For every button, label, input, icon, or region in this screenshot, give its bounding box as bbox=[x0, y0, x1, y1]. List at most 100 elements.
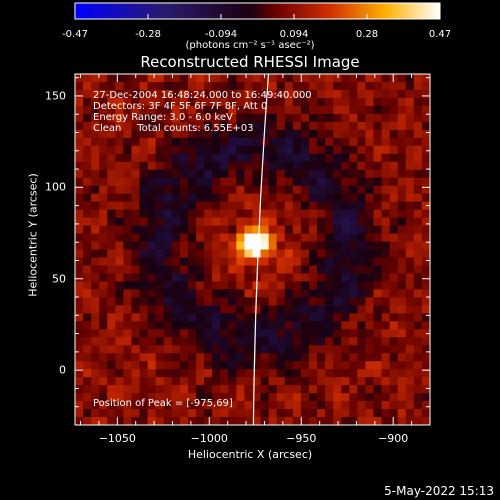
heatmap-cell bbox=[187, 249, 197, 259]
heatmap-cell bbox=[196, 345, 205, 354]
heatmap-cell bbox=[187, 329, 197, 338]
heatmap-cell bbox=[341, 409, 350, 418]
heatmap-cell bbox=[308, 377, 318, 386]
heatmap-cell bbox=[179, 89, 189, 99]
heatmap-cell bbox=[155, 145, 165, 155]
heatmap-cell bbox=[292, 257, 302, 267]
heatmap-cell bbox=[365, 401, 375, 410]
heatmap-cell bbox=[252, 185, 262, 195]
heatmap-cell bbox=[284, 273, 294, 283]
heatmap-cell bbox=[421, 217, 430, 227]
colorbar-tick-label: -0.28 bbox=[135, 29, 161, 40]
heatmap-cell bbox=[268, 297, 278, 306]
colorbar-frame bbox=[74, 2, 441, 20]
heatmap-cell bbox=[317, 161, 326, 171]
heatmap-cell bbox=[236, 137, 246, 147]
heatmap-cell bbox=[83, 97, 92, 107]
heatmap-cell bbox=[220, 201, 229, 211]
heatmap-cell bbox=[155, 353, 165, 362]
heatmap-cell bbox=[365, 249, 375, 259]
heatmap-cell bbox=[325, 345, 334, 354]
heatmap-cell bbox=[341, 153, 350, 163]
heatmap-cell bbox=[373, 201, 383, 211]
heatmap-cell bbox=[220, 241, 229, 251]
heatmap-cell bbox=[268, 233, 278, 243]
heatmap-cell bbox=[268, 177, 278, 187]
heatmap-cell bbox=[284, 185, 294, 195]
heatmap-cell bbox=[341, 265, 350, 275]
heatmap-cell bbox=[333, 353, 342, 362]
heatmap-cell bbox=[212, 305, 221, 314]
heatmap-cell bbox=[99, 105, 108, 115]
heatmap-cell bbox=[252, 321, 262, 330]
heatmap-cell bbox=[349, 273, 358, 283]
heatmap-cell bbox=[155, 105, 165, 115]
heatmap-cell bbox=[357, 289, 367, 298]
heatmap-cell bbox=[204, 233, 213, 243]
heatmap-cell bbox=[139, 321, 149, 330]
heatmap-cell bbox=[236, 161, 246, 171]
heatmap-cell bbox=[220, 409, 229, 418]
heatmap-cell bbox=[357, 201, 367, 211]
heatmap-cell bbox=[123, 417, 133, 425]
heatmap-cell bbox=[349, 225, 358, 235]
heatmap-cell bbox=[381, 209, 391, 219]
heatmap-cell bbox=[163, 393, 173, 402]
heatmap-cell bbox=[389, 297, 399, 306]
heatmap-cell bbox=[276, 297, 286, 306]
heatmap-cell bbox=[75, 281, 84, 290]
heatmap-cell bbox=[91, 129, 100, 139]
heatmap-cell bbox=[389, 81, 399, 91]
heatmap-cell bbox=[421, 401, 430, 410]
heatmap-cell bbox=[413, 89, 423, 99]
heatmap-cell bbox=[163, 161, 173, 171]
heatmap-cell bbox=[349, 353, 358, 362]
x-axis-label: Heliocentric X (arcsec) bbox=[187, 448, 313, 461]
heatmap-cell bbox=[317, 313, 326, 322]
heatmap-cell bbox=[357, 417, 367, 425]
heatmap-cell bbox=[300, 81, 310, 91]
heatmap-cell bbox=[397, 409, 407, 418]
heatmap-cell bbox=[212, 121, 221, 131]
heatmap-cell bbox=[373, 233, 383, 243]
heatmap-cell bbox=[373, 137, 383, 147]
heatmap-cell bbox=[155, 345, 165, 354]
heatmap-cell bbox=[115, 385, 125, 394]
heatmap-cell bbox=[107, 337, 116, 346]
heatmap-cell bbox=[308, 185, 318, 195]
heatmap-cell bbox=[405, 337, 415, 346]
heatmap-cell bbox=[276, 177, 286, 187]
heatmap-cell bbox=[139, 121, 149, 131]
heatmap-cell bbox=[236, 185, 246, 195]
heatmap-cell bbox=[308, 193, 318, 203]
heatmap-cell bbox=[405, 369, 415, 378]
heatmap-cell bbox=[244, 137, 254, 147]
heatmap-cell bbox=[333, 345, 342, 354]
heatmap-cell bbox=[252, 209, 262, 219]
heatmap-cell bbox=[187, 225, 197, 235]
heatmap-cell bbox=[284, 329, 294, 338]
heatmap-cell bbox=[260, 193, 270, 203]
heatmap-cell bbox=[244, 353, 254, 362]
heatmap-cell bbox=[292, 241, 302, 251]
heatmap-cell bbox=[147, 209, 157, 219]
heatmap-cell bbox=[365, 353, 375, 362]
heatmap-cell bbox=[308, 265, 318, 275]
heatmap-cell bbox=[212, 329, 221, 338]
heatmap-cell bbox=[236, 241, 246, 251]
heatmap-cell bbox=[252, 105, 262, 115]
heatmap-cell bbox=[397, 233, 407, 243]
heatmap-cell bbox=[397, 153, 407, 163]
heatmap-cell bbox=[228, 89, 237, 99]
heatmap-cell bbox=[131, 97, 141, 107]
heatmap-cell bbox=[300, 225, 310, 235]
heatmap-cell bbox=[212, 337, 221, 346]
heatmap-cell bbox=[317, 201, 326, 211]
heatmap-cell bbox=[308, 257, 318, 267]
heatmap-cell bbox=[155, 337, 165, 346]
heatmap-cell bbox=[317, 249, 326, 259]
heatmap-cell bbox=[405, 329, 415, 338]
heatmap-cell bbox=[413, 129, 423, 139]
heatmap-cell bbox=[325, 161, 334, 171]
heatmap-cell bbox=[99, 313, 108, 322]
